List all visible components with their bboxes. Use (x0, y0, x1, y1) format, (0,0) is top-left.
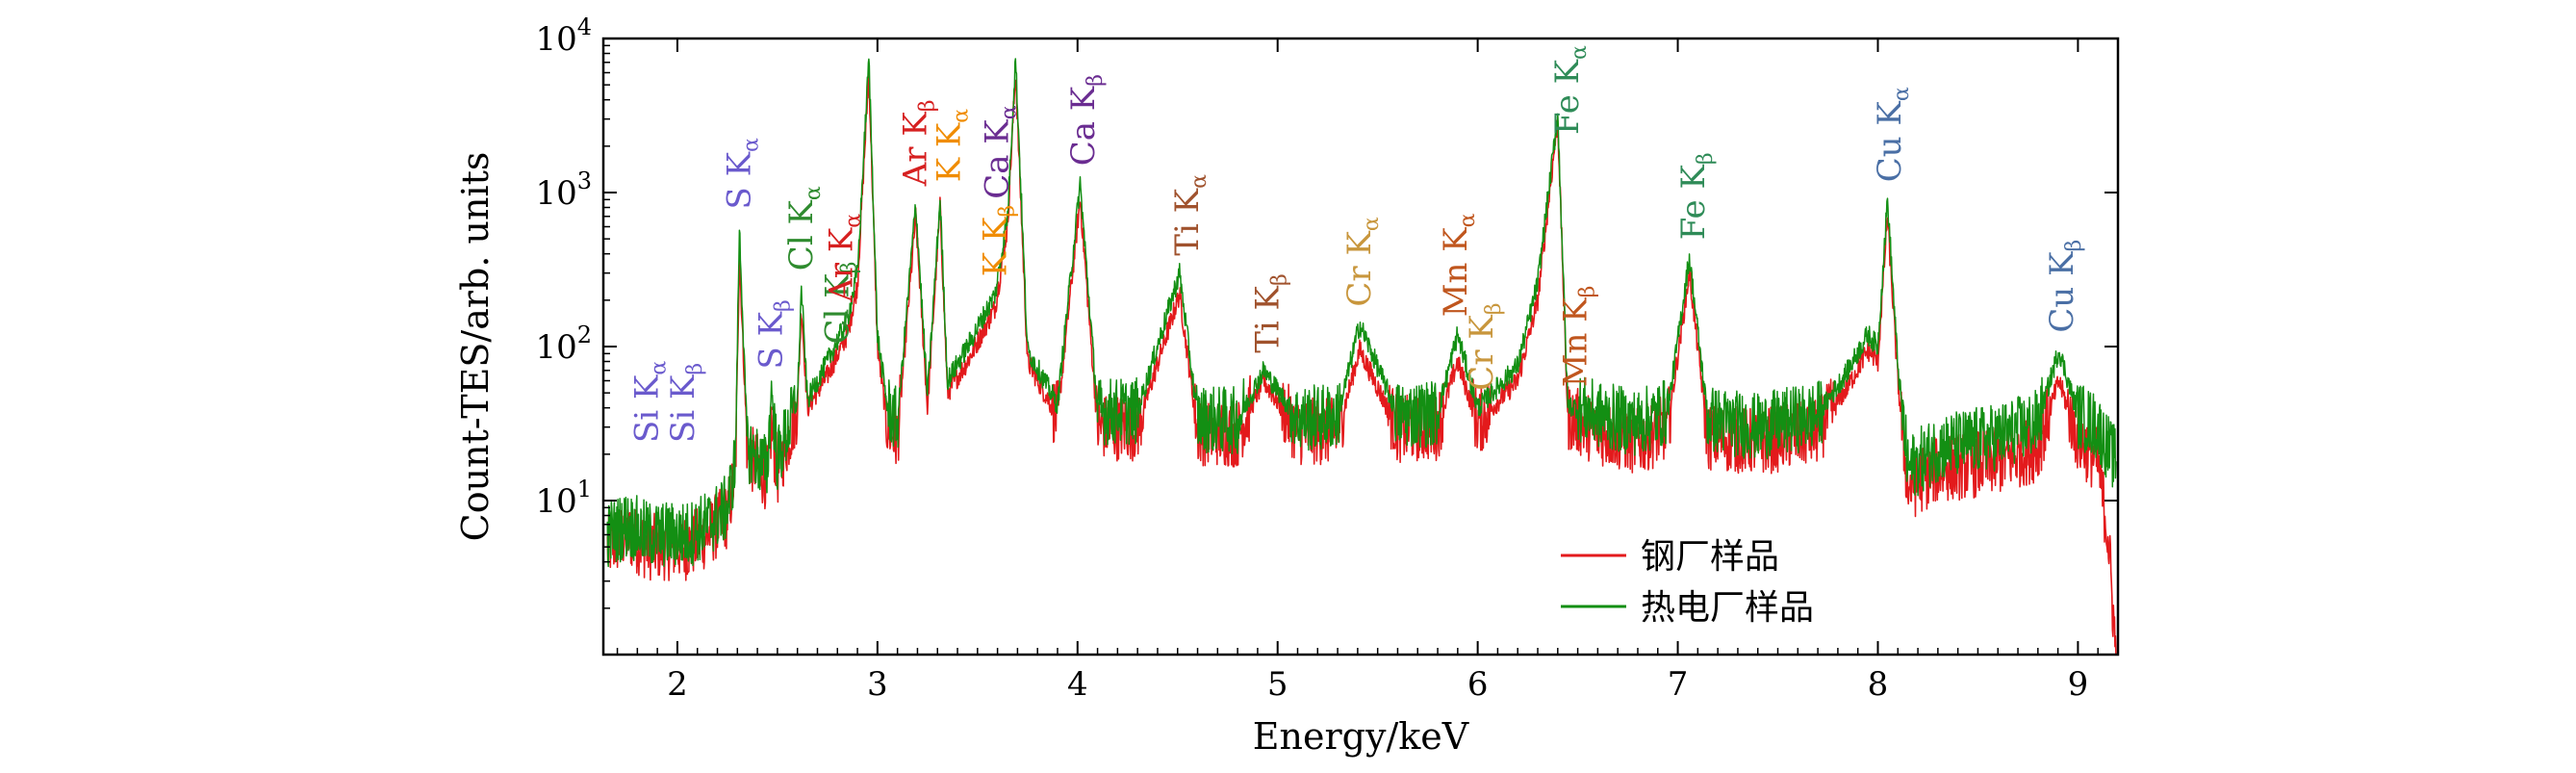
x-tick-label: 3 (867, 665, 888, 704)
y-tick-label: 102 (535, 322, 592, 367)
peak-label: Ti Kα (1168, 174, 1211, 256)
peak-label: Cl Kβ (818, 262, 861, 345)
peak-label: S Kβ (752, 299, 796, 369)
x-axis-title: Energy/keV (1253, 715, 1469, 758)
legend: 钢厂样品 热电厂样品 (1561, 537, 1814, 628)
peak-label: Cr Kα (1340, 217, 1384, 306)
peak-label: Cl Kα (782, 186, 826, 271)
peak-label: Ca Kα (979, 105, 1022, 199)
x-tick-label: 2 (667, 665, 688, 704)
peak-label: Ti Kβ (1248, 273, 1291, 352)
peak-label: S Kα (720, 138, 763, 210)
x-tick-label: 7 (1668, 665, 1689, 704)
peak-label: Si Kβ (664, 363, 707, 443)
peak-label: Cr Kβ (1463, 302, 1506, 390)
y-tick-label: 104 (535, 13, 592, 59)
x-tick-label: 4 (1067, 665, 1088, 704)
y-tick-label: 101 (535, 476, 592, 521)
legend-label-steel: 钢厂样品 (1641, 537, 1779, 577)
peak-label: Ar Kα (822, 214, 865, 303)
series-line-power-plant (606, 58, 2117, 568)
y-tick-label: 103 (535, 167, 592, 213)
x-tick-label: 5 (1267, 665, 1288, 704)
peak-label: Ar Kβ (896, 100, 939, 188)
x-tick-label: 8 (1868, 665, 1889, 704)
peak-label: Fe Kα (1548, 45, 1592, 135)
x-tick-label: 9 (2068, 665, 2089, 704)
peak-label: K Kα (931, 109, 974, 183)
peak-label: Mn Kα (1437, 213, 1480, 317)
peak-label: Ca Kβ (1064, 74, 1108, 166)
peak-label: Fe Kβ (1674, 152, 1718, 240)
peak-label: Cu Kα (1871, 87, 1914, 182)
y-axis-title: Count-TES/arb. units (454, 152, 497, 542)
peak-label: K Kβ (977, 205, 1020, 276)
x-tick-label: 6 (1467, 665, 1489, 704)
peak-label: Cu Kβ (2043, 240, 2086, 333)
legend-label-power-plant: 热电厂样品 (1641, 588, 1814, 628)
peak-label: Mn Kβ (1557, 286, 1600, 388)
